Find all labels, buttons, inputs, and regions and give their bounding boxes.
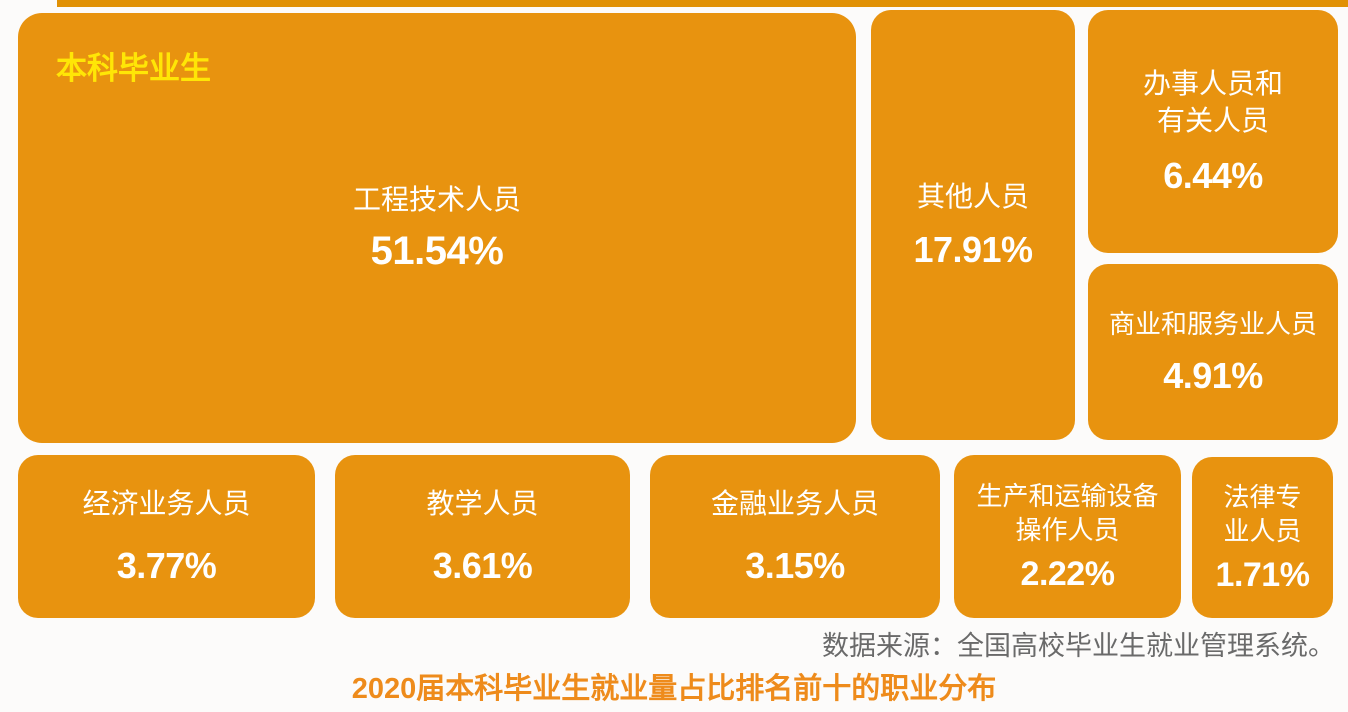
tile-percent: 3.77%	[116, 544, 217, 586]
treemap-tile-commerce-service: 商业和服务业人员 4.91%	[1088, 264, 1338, 440]
treemap-tile-financial-business: 金融业务人员 3.15%	[650, 455, 940, 618]
cropped-tile-top-edge	[57, 0, 1348, 7]
tile-percent: 6.44%	[1163, 155, 1263, 197]
tile-label-line: 有关人员	[1156, 104, 1269, 136]
treemap-tile-production-transport-equipment: 生产和运输设备 操作人员 2.22%	[954, 455, 1181, 618]
tile-percent: 3.61%	[432, 544, 533, 586]
tile-label: 商业和服务业人员	[1109, 307, 1317, 341]
tile-percent: 1.71%	[1215, 556, 1310, 595]
tile-label: 工程技术人员	[353, 182, 521, 219]
tile-label-line: 金融业务人员	[710, 488, 879, 520]
tile-label-line: 其他人员	[916, 180, 1029, 212]
tile-percent: 17.91%	[913, 229, 1033, 271]
tile-label: 法律专 业人员	[1223, 480, 1301, 549]
treemap-tile-engineering-technical: 本科毕业生 工程技术人员 51.54%	[18, 13, 856, 443]
tile-percent: 2.22%	[1020, 555, 1115, 594]
tile-label-line: 操作人员	[1015, 515, 1120, 545]
tile-label-line: 法律专	[1223, 481, 1302, 512]
tile-label: 教学人员	[426, 486, 538, 523]
tile-label-line: 工程技术人员	[352, 184, 521, 216]
tile-percent: 4.91%	[1163, 355, 1263, 397]
chart-title: 2020届本科毕业生就业量占比排名前十的职业分布	[351, 673, 997, 705]
tile-label-line: 业人员	[1223, 516, 1302, 546]
tile-percent: 51.54%	[370, 228, 504, 273]
treemap-tile-economic-business: 经济业务人员 3.77%	[18, 455, 315, 618]
treemap-tile-other-personnel: 其他人员 17.91%	[871, 10, 1075, 440]
tile-label: 金融业务人员	[711, 486, 879, 523]
tile-label: 办事人员和 有关人员	[1143, 66, 1283, 140]
treemap-tile-teaching: 教学人员 3.61%	[335, 455, 630, 618]
treemap-tile-legal-professional: 法律专 业人员 1.71%	[1192, 457, 1333, 618]
group-label: 本科毕业生	[56, 51, 211, 86]
tile-label: 生产和运输设备 操作人员	[976, 479, 1158, 548]
treemap-tile-clerical-personnel: 办事人员和 有关人员 6.44%	[1088, 10, 1338, 253]
tile-percent: 3.15%	[745, 544, 845, 586]
tile-label-line: 教学人员	[426, 488, 539, 520]
tile-label: 经济业务人员	[82, 486, 250, 523]
tile-label-line: 办事人员和	[1142, 67, 1283, 99]
tile-label-line: 商业和服务业人员	[1108, 308, 1317, 339]
tile-label-line: 生产和运输设备	[976, 480, 1159, 511]
tile-label-line: 经济业务人员	[82, 488, 251, 520]
data-source-note: 数据来源：全国高校毕业生就业管理系统。	[822, 631, 1335, 661]
tile-label: 其他人员	[917, 179, 1029, 216]
